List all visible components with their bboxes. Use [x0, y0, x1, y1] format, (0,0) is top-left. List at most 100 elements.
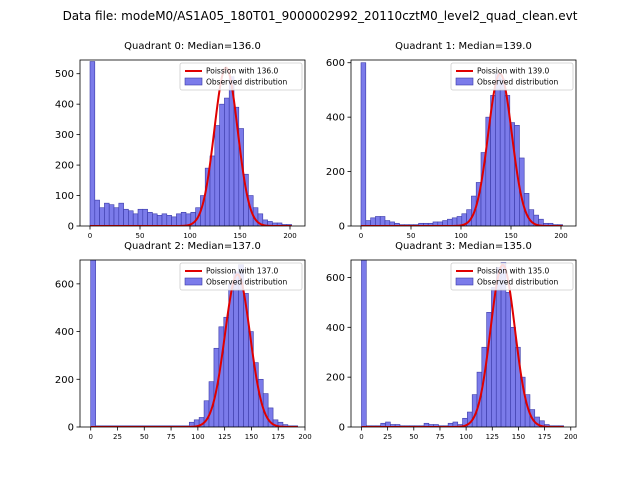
y-tick-label: 400: [55, 327, 74, 338]
histogram-bar: [519, 157, 525, 226]
histogram-bar: [209, 155, 216, 226]
legend-label-fit: Poission with 137.0: [206, 267, 279, 276]
y-tick-label: 200: [326, 167, 345, 178]
histogram-bar: [142, 208, 148, 226]
legend-label-fit: Poission with 135.0: [477, 267, 550, 276]
x-tick-label: 100: [459, 433, 472, 441]
histogram-bar: [379, 216, 386, 226]
y-tick-label: 600: [326, 58, 345, 69]
x-tick-label: 50: [407, 232, 416, 240]
x-tick-label: 125: [218, 433, 231, 441]
quadrant-0-panel: 0 100 200 300 400 500 0 50 100 150 200 Quadrant 0: …: [55, 41, 306, 240]
legend-label-observed: Observed distribution: [477, 278, 558, 287]
x-tick-label: 25: [383, 433, 392, 441]
x-tick-label: 175: [272, 433, 285, 441]
histogram-bar: [132, 213, 139, 226]
x-tick-label: 200: [564, 433, 577, 441]
axes-frame: [79, 59, 306, 227]
histogram-bar: [224, 97, 230, 226]
histogram-bar: [123, 208, 129, 226]
histogram-bar: [90, 260, 96, 427]
x-tick-label: 100: [183, 232, 196, 240]
x-tick-label: 0: [359, 433, 363, 441]
x-tick-label: 125: [486, 433, 499, 441]
x-tick-label: 150: [245, 433, 258, 441]
histogram-bar: [171, 216, 177, 226]
y-tick-label: 400: [326, 113, 345, 124]
histogram-bar: [370, 217, 376, 226]
poisson-fit-line: [90, 66, 292, 226]
histogram-bar: [137, 208, 144, 226]
legend-box: [450, 262, 574, 291]
poisson-fit-line: [361, 263, 564, 427]
x-tick-label: 175: [538, 433, 551, 441]
x-tick-label: 150: [233, 232, 246, 240]
y-tick-label: 600: [55, 279, 74, 290]
histogram-bar: [152, 213, 158, 226]
x-tick-label: 200: [298, 433, 311, 441]
legend-bar-swatch: [184, 77, 203, 86]
histogram-bar: [499, 78, 506, 226]
x-tick-label: 100: [454, 232, 467, 240]
histogram-bar: [156, 215, 163, 226]
legend-bar-swatch: [455, 277, 474, 286]
axes-frame: [79, 259, 306, 428]
quadrant-1-panel: 0 200 400 600 0 50 100 150 200 Quadrant 1: Median…: [326, 41, 577, 240]
y-tick-label: 400: [326, 323, 345, 334]
legend-bar-swatch: [184, 277, 203, 286]
histogram-bar: [161, 213, 168, 226]
histogram-bar: [147, 211, 153, 226]
legend-box: [179, 262, 303, 291]
x-tick-label: 75: [167, 433, 176, 441]
axes-frame: [350, 59, 577, 227]
x-tick-label: 50: [140, 433, 149, 441]
y-tick-label: 100: [55, 191, 74, 202]
legend-label-fit: Poission with 139.0: [477, 67, 550, 76]
x-tick-label: 50: [136, 232, 145, 240]
panel-title: Quadrant 3: Median=135.0: [395, 241, 532, 252]
legend-label-observed: Observed distribution: [206, 78, 287, 87]
histogram-bar: [99, 207, 105, 226]
legend-box: [179, 62, 303, 91]
y-tick-label: 200: [55, 375, 74, 386]
panel-title: Quadrant 1: Median=139.0: [395, 41, 532, 52]
legend-label-observed: Observed distribution: [206, 278, 287, 287]
y-tick-label: 0: [339, 222, 345, 233]
histogram-bar: [451, 217, 458, 226]
histogram-bar: [166, 215, 172, 226]
histogram-bar: [214, 125, 220, 226]
panel-title: Quadrant 2: Median=137.0: [124, 241, 261, 252]
x-tick-label: 25: [113, 433, 122, 441]
histogram-bar: [94, 199, 100, 226]
quadrant-2-panel: 0 200 400 600 0 25 50 75 100 125 150 175 200 Quadrant…: [55, 241, 312, 441]
histogram-bar: [505, 292, 511, 427]
y-tick-label: 0: [339, 423, 345, 434]
x-tick-label: 200: [283, 232, 296, 240]
x-tick-label: 0: [88, 433, 92, 441]
x-tick-label: 75: [435, 433, 444, 441]
legend-label-fit: Poission with 136.0: [206, 67, 279, 76]
histogram-bar: [495, 267, 502, 427]
x-tick-label: 150: [512, 433, 525, 441]
y-tick-label: 200: [326, 373, 345, 384]
histogram-bar: [89, 61, 96, 226]
y-tick-label: 300: [55, 130, 74, 141]
histogram-bar: [108, 204, 115, 226]
histogram-bars: [361, 260, 564, 427]
figure-suptitle: Data file: modeM0/AS1A05_180T01_90000029…: [63, 9, 578, 23]
legend-bar-swatch: [455, 77, 474, 86]
poisson-fit-line: [361, 72, 563, 226]
x-tick-label: 100: [191, 433, 204, 441]
x-tick-label: 200: [554, 232, 567, 240]
legend-label-observed: Observed distribution: [477, 78, 558, 87]
histogram-bar: [219, 103, 225, 226]
y-tick-label: 400: [55, 100, 74, 111]
histogram-bar: [510, 326, 516, 427]
y-tick-label: 200: [55, 161, 74, 172]
histogram-bar: [128, 210, 134, 226]
histogram-bar: [176, 213, 182, 226]
histogram-bar: [233, 271, 239, 427]
y-tick-label: 600: [326, 273, 345, 284]
panel-title: Quadrant 0: Median=136.0: [124, 41, 261, 52]
histogram-bar: [360, 62, 367, 226]
